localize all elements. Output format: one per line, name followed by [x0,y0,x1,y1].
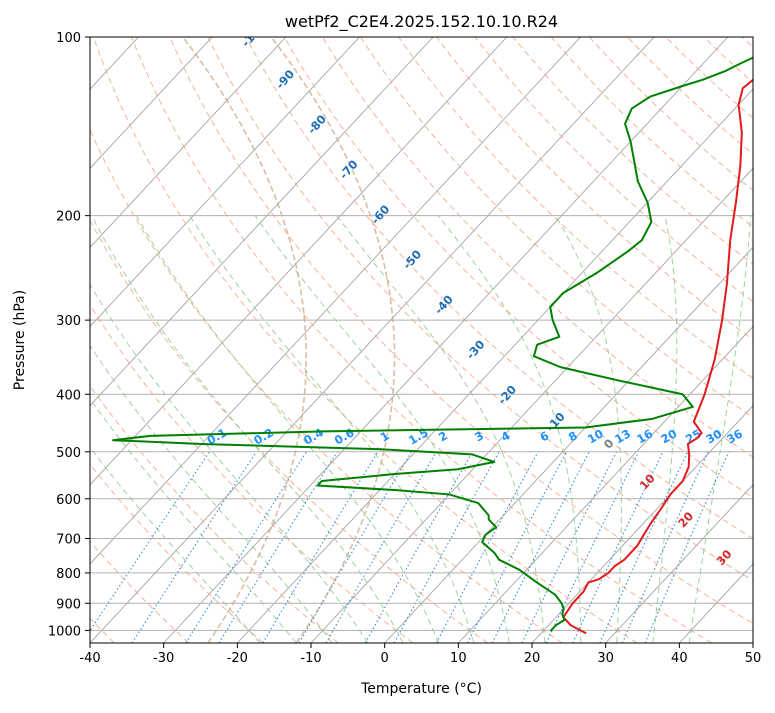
dry-adiabat-line [550,37,753,228]
x-tick-label: -30 [153,651,174,666]
moist-adiabat-line [437,215,582,643]
moist-adiabat-line [652,215,678,643]
dry-adiabat-line [398,37,753,379]
dry-adiabat-line [169,37,753,625]
dry-adiabat-line [92,37,638,643]
chart-title: wetPf2_C2E4.2025.152.10.10.R24 [285,12,558,32]
y-tick-label: 300 [56,314,81,329]
isotherm-line [458,325,753,643]
y-tick-label: 700 [56,533,81,548]
theta-e-curve [270,37,396,643]
mixing-ratio-line [435,451,539,643]
moist-adiabat-line [91,215,404,643]
moist-adiabat-line [90,283,369,643]
profile-series [112,56,753,634]
y-tick-label: 800 [56,567,81,582]
dry-adiabat-line [90,128,563,643]
mixing-ratio-line [262,451,379,643]
dry-adiabat-line [131,37,712,643]
dewpoint-profile-line [112,56,753,632]
isotherm-line [531,405,753,643]
x-tick-label: 30 [597,651,614,666]
y-tick-label: 100 [56,31,81,46]
isotherm-line [90,37,213,169]
y-tick-label: 900 [56,597,81,612]
moist-adiabat-line [688,215,752,643]
x-tick-label: -40 [79,651,100,666]
isotherm-label: 40 [752,585,773,606]
theta-e-curve [182,37,307,643]
x-tick-label: -10 [300,651,321,666]
isotherm-line [90,37,508,486]
mixing-ratio-line [393,451,500,643]
dry-adiabat-line [360,37,753,418]
mixing-ratio-label: 30 [703,426,724,446]
dry-adiabat-line [589,37,753,192]
dry-adiabat-line [627,37,753,155]
mixing-ratio-line [599,451,689,643]
mixing-ratio-label: 13 [612,426,633,446]
mixing-ratio-label: 25 [683,426,704,446]
x-tick-label: 50 [745,651,762,666]
dry-adiabat-line [436,37,753,341]
moist-adiabat-line [136,215,439,643]
mixing-ratio-line [621,451,709,643]
mixing-ratio-line [364,451,474,643]
temperature-profile-line [562,78,753,634]
dry-adiabat-line [474,37,753,303]
moist-adiabat-line [555,215,622,643]
isotherm-line [90,37,434,407]
moist-adiabat-line [336,215,546,643]
isotherm-line [90,37,287,248]
isotherm-line [384,246,753,643]
dry-adiabat-line [245,37,753,540]
x-tick-label: 40 [671,651,688,666]
isotherm-line [163,37,729,643]
x-tick-label: 20 [524,651,541,666]
background-lines [90,37,753,643]
y-tick-label: 600 [56,493,81,508]
y-tick-label: 200 [56,210,81,225]
y-tick-label: 400 [56,388,81,403]
plot-frame [89,36,754,644]
isotherm-line [310,167,753,643]
moist-adiabat-line [90,446,261,643]
isotherm-line [90,37,581,565]
isotherm-line [90,37,360,328]
dry-adiabat-line [207,37,753,582]
moist-adiabat-line [189,215,475,643]
moist-adiabat-line [254,215,510,643]
mixing-ratio-label: 10 [585,426,606,446]
y-tick-label: 500 [56,446,81,461]
dry-adiabat-line [90,384,339,643]
mixing-ratio-line [545,451,640,643]
isotherm-line [605,484,753,643]
mixing-ratio-line [185,451,307,643]
mixing-ratio-label: 16 [634,426,655,446]
axis-ticks: -40 -30 -20 -10 0 10 20 30 40 50 100 200 300 400 500 60… [48,31,761,666]
dry-adiabat-line [283,37,753,499]
y-tick-label: 1000 [48,624,81,639]
isotherm-line [237,88,753,643]
mixing-ratio-label: 20 [658,426,679,446]
moist-adiabat-line [90,344,333,643]
x-tick-label: 10 [450,651,467,666]
mixing-ratio-line [325,451,437,643]
x-axis-label: Temperature (°C) [360,681,482,697]
mixing-ratio-line [572,451,664,643]
x-tick-label: -20 [227,651,248,666]
mixing-ratio-label: 36 [724,426,745,446]
dry-adiabat-line [321,37,753,458]
x-tick-label: 0 [381,651,389,666]
mixing-ratio-line [218,451,338,643]
isotherm-line [90,37,655,643]
y-axis-label: Pressure (hPa) [12,290,28,390]
